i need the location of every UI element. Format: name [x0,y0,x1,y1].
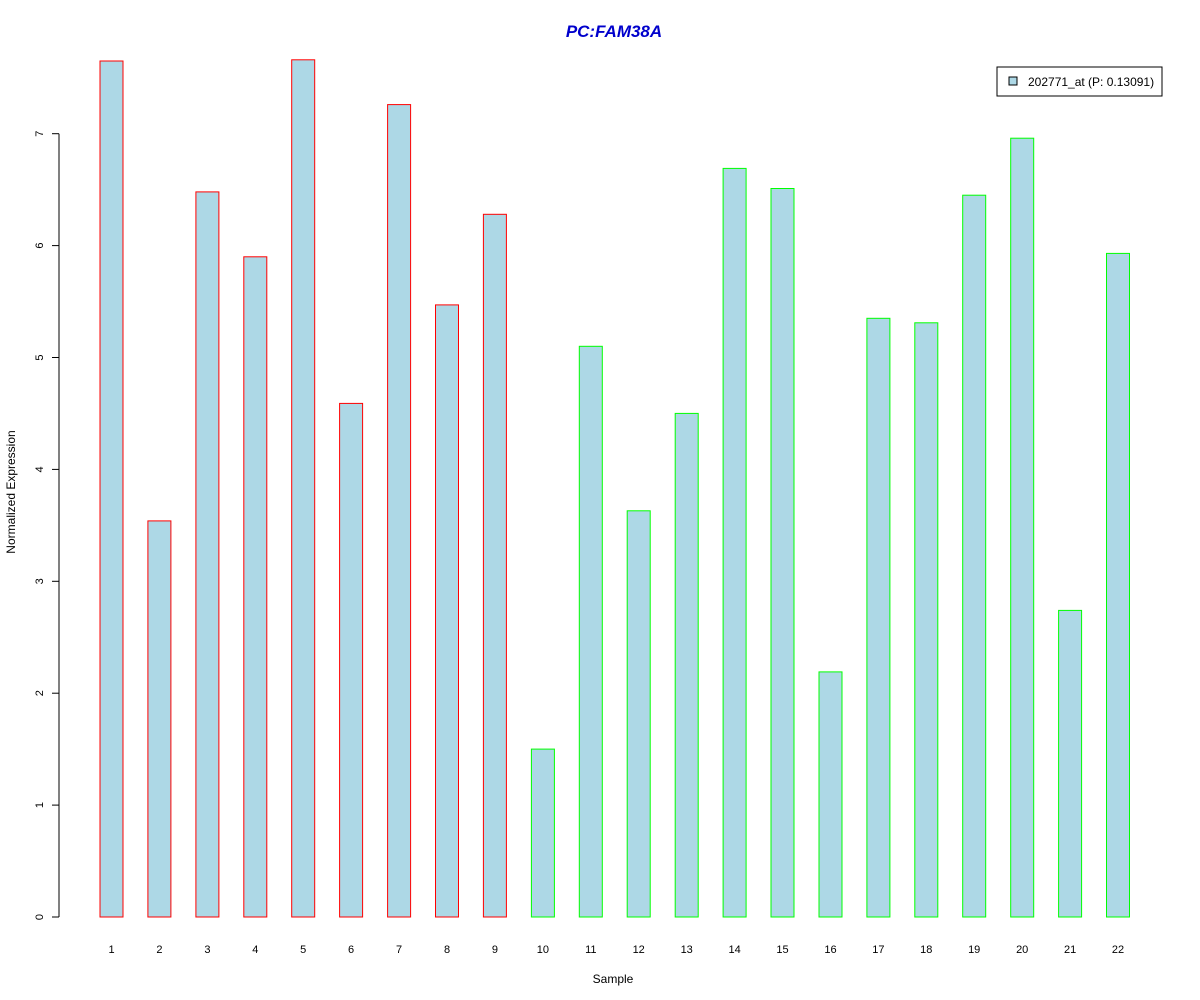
y-tick-label: 5 [34,354,46,360]
x-tick-label: 9 [492,944,498,956]
y-tick-label: 2 [34,690,46,696]
x-tick-label: 10 [537,944,549,956]
x-tick-label: 22 [1112,944,1124,956]
x-tick-label: 17 [872,944,884,956]
x-tick-label: 3 [204,944,210,956]
x-tick-label: 14 [728,944,740,956]
x-tick-label: 7 [396,944,402,956]
y-axis-title: Normalized Expression [4,430,18,553]
y-tick-label: 6 [34,243,46,249]
bar-sample-7 [387,104,412,918]
x-tick-label: 21 [1064,944,1076,956]
legend: 202771_at (P: 0.13091) [996,66,1163,97]
x-tick-label: 12 [633,944,645,956]
bar-sample-8 [435,304,459,918]
bar-sample-19 [962,194,987,918]
y-tick-label: 7 [34,131,46,137]
bar-sample-12 [626,510,651,918]
chart-title: PC:FAM38A [566,22,662,41]
legend-swatch [1008,76,1018,86]
x-tick-label: 18 [920,944,932,956]
bar-sample-2 [147,520,172,918]
bar-sample-16 [818,671,843,918]
bar-sample-6 [339,402,364,918]
bar-sample-3 [195,191,220,918]
x-tick-label: 16 [824,944,836,956]
legend-label: 202771_at (P: 0.13091) [1028,75,1154,89]
y-tick-label: 0 [34,914,46,920]
x-tick-label: 1 [108,944,114,956]
x-tick-label: 15 [776,944,788,956]
bar-sample-13 [674,412,699,918]
x-tick-label: 2 [156,944,162,956]
y-axis: 0 1 2 3 4 5 6 7 [34,131,60,920]
bar-sample-22 [1106,252,1130,918]
bar-sample-21 [1058,609,1083,918]
x-tick-label: 5 [300,944,306,956]
bar-sample-17 [866,317,891,918]
bar-sample-11 [578,345,603,918]
y-tick-label: 1 [34,802,46,808]
y-tick-label: 3 [34,578,46,584]
legend-box [996,66,1163,97]
x-tick-label: 11 [585,944,596,956]
x-axis-title: Sample [593,972,634,986]
bar-sample-5 [291,59,316,918]
x-tick-labels: 1 2 3 4 5 6 7 8 9 10 11 12 13 14 15 16 17 18 19 20 21 22 [108,944,1124,956]
bar-sample-15 [770,188,795,918]
x-tick-label: 6 [348,944,354,956]
bars-layer [99,59,1130,918]
x-tick-label: 19 [968,944,980,956]
x-tick-label: 20 [1016,944,1028,956]
bar-sample-20 [1010,137,1035,918]
bar-sample-10 [530,748,555,918]
x-tick-label: 13 [681,944,693,956]
bar-sample-14 [722,167,747,918]
x-tick-label: 4 [252,944,258,956]
x-tick-label: 8 [444,944,450,956]
bar-sample-4 [243,256,268,918]
bar-sample-9 [482,213,507,918]
bar-sample-1 [99,60,124,918]
y-tick-label: 4 [34,466,46,472]
bar-sample-18 [914,322,939,918]
